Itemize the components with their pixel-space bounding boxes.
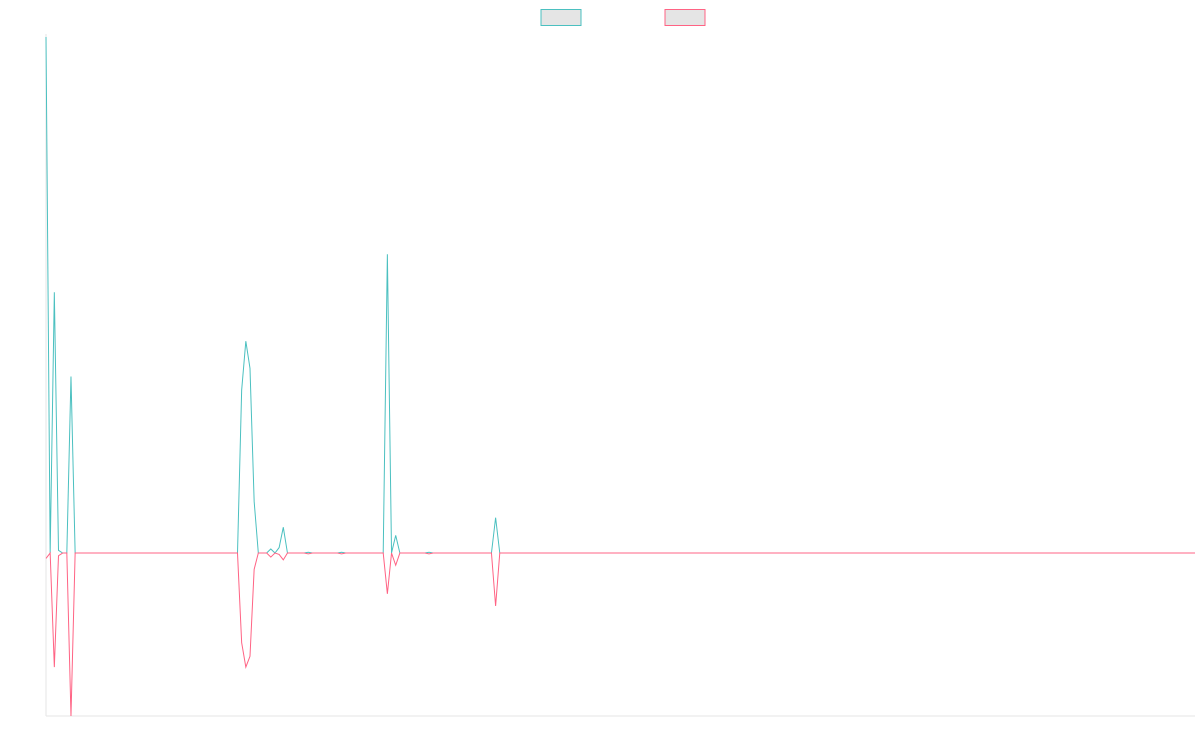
plot-area — [45, 36, 1195, 717]
legend-swatch-1[interactable] — [540, 9, 582, 26]
series-line-2 — [45, 551, 1195, 717]
series-line-1 — [45, 36, 1195, 554]
axes — [45, 34, 1195, 717]
legend-swatch-2[interactable] — [664, 9, 706, 26]
legend — [540, 9, 706, 26]
